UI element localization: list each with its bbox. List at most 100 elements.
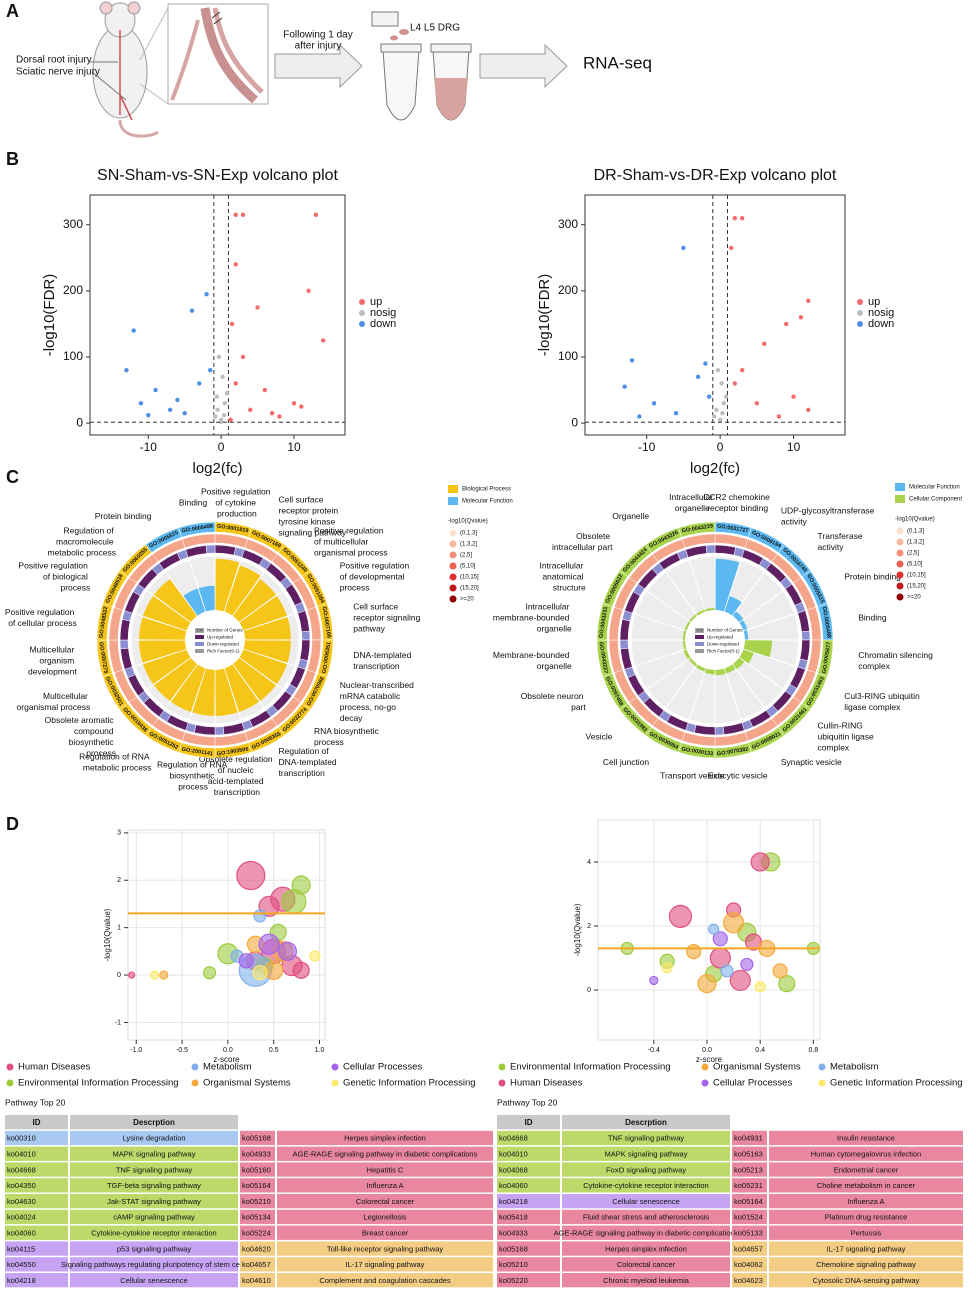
x-tick-label: -1.0 — [130, 1047, 142, 1054]
point — [204, 291, 209, 297]
pathway-id: ko04350 — [7, 1181, 36, 1190]
legend-label: (2,5] — [907, 551, 919, 557]
pathway-id: ko04668 — [499, 1134, 528, 1143]
point — [712, 414, 717, 419]
bubble — [668, 904, 693, 928]
bubble — [740, 957, 754, 972]
term-label: Organelle — [612, 511, 649, 521]
inner-legend-label: Up-regulated — [207, 635, 234, 640]
x-tick-label: 0.0 — [223, 1047, 233, 1054]
plot-area — [89, 194, 346, 436]
pathway-description: AGE-RAGE signaling pathway in diabetic c… — [554, 1228, 739, 1237]
y-tick-label: 2 — [587, 923, 591, 930]
id-cell — [497, 1130, 560, 1146]
pathway-id: ko04933 — [242, 1149, 271, 1158]
point — [167, 407, 173, 413]
point — [723, 394, 729, 399]
id-cell — [732, 1130, 767, 1146]
rich-factor-bar — [739, 649, 754, 664]
pathway-id: ko05164 — [734, 1197, 763, 1206]
inner-legend-label: Up-regulated — [707, 635, 734, 640]
point — [248, 407, 253, 413]
id-cell — [732, 1273, 767, 1288]
term-label: Cell junction — [603, 757, 650, 767]
term-label: RNA biosynthetic process — [314, 726, 381, 747]
pathway-description: Cellular senescence — [120, 1276, 188, 1285]
rich-factor-bar — [153, 657, 198, 702]
term-id: GO:2001141 — [181, 747, 213, 758]
bubble — [253, 909, 267, 923]
x-tick-label: 0 — [717, 440, 724, 454]
rich-factor-bar — [705, 607, 715, 612]
point — [728, 245, 734, 251]
header-cell — [497, 1115, 560, 1130]
rich-factor-bar — [198, 585, 215, 612]
id-cell — [732, 1146, 767, 1161]
legend-swatch — [818, 1063, 826, 1071]
description-cell — [277, 1194, 493, 1209]
legend-swatch — [498, 1079, 506, 1087]
x-tick-label: 0.0 — [702, 1047, 712, 1054]
point — [732, 381, 738, 386]
legend-swatch — [359, 310, 365, 316]
point — [719, 381, 724, 386]
point — [715, 368, 721, 373]
rich-factor-bar — [243, 617, 291, 640]
term-id: GO:0005488 — [181, 523, 213, 534]
y-tick-label: 0 — [76, 415, 83, 429]
rich-factor-bar — [743, 630, 749, 640]
term-id: GO:0006351 — [322, 642, 333, 674]
legend-label: Cellular Component — [909, 497, 962, 503]
description-cell — [769, 1130, 963, 1146]
plot-area — [584, 194, 846, 436]
point — [138, 401, 144, 406]
term-label: CCR2 chemokine receptor binding — [703, 492, 772, 513]
regulation-ring — [222, 722, 245, 735]
legend-label: Biological Process — [462, 487, 511, 493]
bubble — [708, 923, 720, 935]
id-cell — [240, 1146, 275, 1161]
description-cell — [769, 1162, 963, 1177]
pathway-id: ko04657 — [242, 1260, 271, 1269]
description-cell — [769, 1178, 963, 1193]
regulation-ring — [722, 722, 745, 735]
rich-factor-bar — [739, 620, 748, 631]
term-label: Regulation of macromolecule metabolic pr… — [47, 526, 116, 558]
point — [681, 245, 686, 251]
y-axis-label: -log10(FDR) — [41, 274, 58, 357]
term-id: GO:1903506 — [217, 747, 249, 758]
term-id: GO:0030133 — [681, 747, 713, 758]
term-id: GO:0031727 — [716, 523, 748, 534]
y-tick-label: 4 — [587, 859, 591, 866]
bubble — [750, 852, 770, 872]
panel-letter: B — [6, 149, 19, 169]
id-cell — [497, 1194, 560, 1209]
table-title: Pathway Top 20 — [497, 1097, 558, 1107]
term-label: DNA-templated transcription — [353, 650, 413, 671]
id-cell — [732, 1178, 767, 1193]
point — [629, 358, 635, 363]
point — [269, 410, 275, 416]
term-label: Multicellular organismal process — [17, 691, 91, 712]
regulation-ring — [193, 724, 216, 736]
pathway-id: ko05163 — [734, 1149, 763, 1158]
description-cell — [562, 1241, 730, 1256]
legend-label: down — [370, 318, 396, 330]
legend-swatch — [896, 560, 904, 568]
id-cell — [240, 1178, 275, 1193]
arrow — [274, 43, 363, 89]
point — [720, 410, 725, 416]
pathway-id: ko05231 — [734, 1181, 763, 1190]
id-cell — [732, 1257, 767, 1272]
pathway-description: Breast cancer — [362, 1228, 409, 1237]
id-cell — [497, 1209, 560, 1225]
term-label: Exocytic vesicle — [708, 771, 768, 781]
point — [146, 412, 151, 418]
legend-label: Human Diseases — [18, 1062, 91, 1073]
label: L4 L5 DRG — [410, 23, 460, 34]
pathway-description: Cellular senescence — [612, 1197, 680, 1206]
bubble — [264, 960, 284, 980]
regulation-ring — [185, 545, 208, 558]
pathway-description: Cytokine-cytokine receptor interaction — [91, 1228, 216, 1237]
